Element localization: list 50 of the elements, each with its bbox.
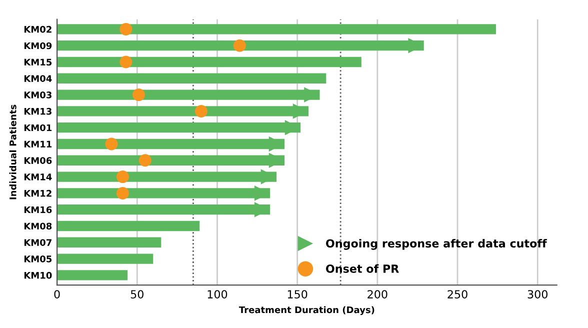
y-tick-label: KM10 (24, 272, 52, 279)
x-tick-label: 250 (448, 290, 468, 298)
y-tick-label: KM05 (24, 256, 52, 262)
y-tick-label: KM02 (24, 26, 52, 33)
x-tick-label: 50 (130, 290, 144, 298)
x-axis-title: Treatment Duration (Days) (238, 306, 374, 316)
bar (57, 122, 301, 133)
x-tick-label: 300 (528, 290, 548, 298)
y-tick-label: KM12 (24, 190, 52, 197)
y-tick-label: KM08 (24, 222, 52, 230)
point (120, 56, 132, 68)
y-tick-label: KM11 (24, 140, 52, 148)
bar (57, 172, 276, 182)
point (105, 138, 118, 150)
bar (57, 254, 154, 264)
y-tick-label: KM15 (24, 58, 52, 66)
bar (57, 204, 270, 215)
y-tick-label: KM13 (24, 108, 52, 115)
y-axis-title: Individual Patients (9, 104, 16, 200)
bar (57, 220, 200, 232)
y-tick-label: KM01 (24, 124, 52, 132)
point (116, 186, 129, 200)
bar (57, 106, 309, 116)
legend-label: Onset of PR (326, 264, 399, 273)
y-tick-label: KM03 (24, 92, 52, 98)
y-tick-label: KM09 (24, 42, 52, 50)
y-tick-label: KM04 (24, 75, 52, 82)
x-tick-label: 150 (288, 290, 308, 298)
y-tick-label: KM14 (24, 174, 52, 180)
bar (57, 237, 162, 248)
point (138, 154, 152, 167)
x-tick-label: 200 (368, 290, 388, 298)
x-tick-label: 0 (54, 290, 60, 298)
y-tick-label: KM06 (24, 157, 52, 164)
bar (57, 73, 326, 84)
y-tick-label: KM16 (24, 206, 52, 214)
point (194, 104, 208, 118)
bar (57, 270, 128, 280)
bar (57, 56, 362, 68)
y-tick-label: KM07 (24, 239, 52, 246)
point (120, 22, 132, 36)
bar (57, 24, 496, 34)
point (116, 170, 129, 184)
legend-label: Ongoing response after data cutoff (326, 238, 547, 250)
x-tick-label: 100 (208, 290, 228, 298)
bar (57, 90, 320, 100)
bar (57, 188, 270, 198)
point (132, 88, 145, 102)
point (233, 39, 246, 52)
bar (57, 40, 424, 51)
